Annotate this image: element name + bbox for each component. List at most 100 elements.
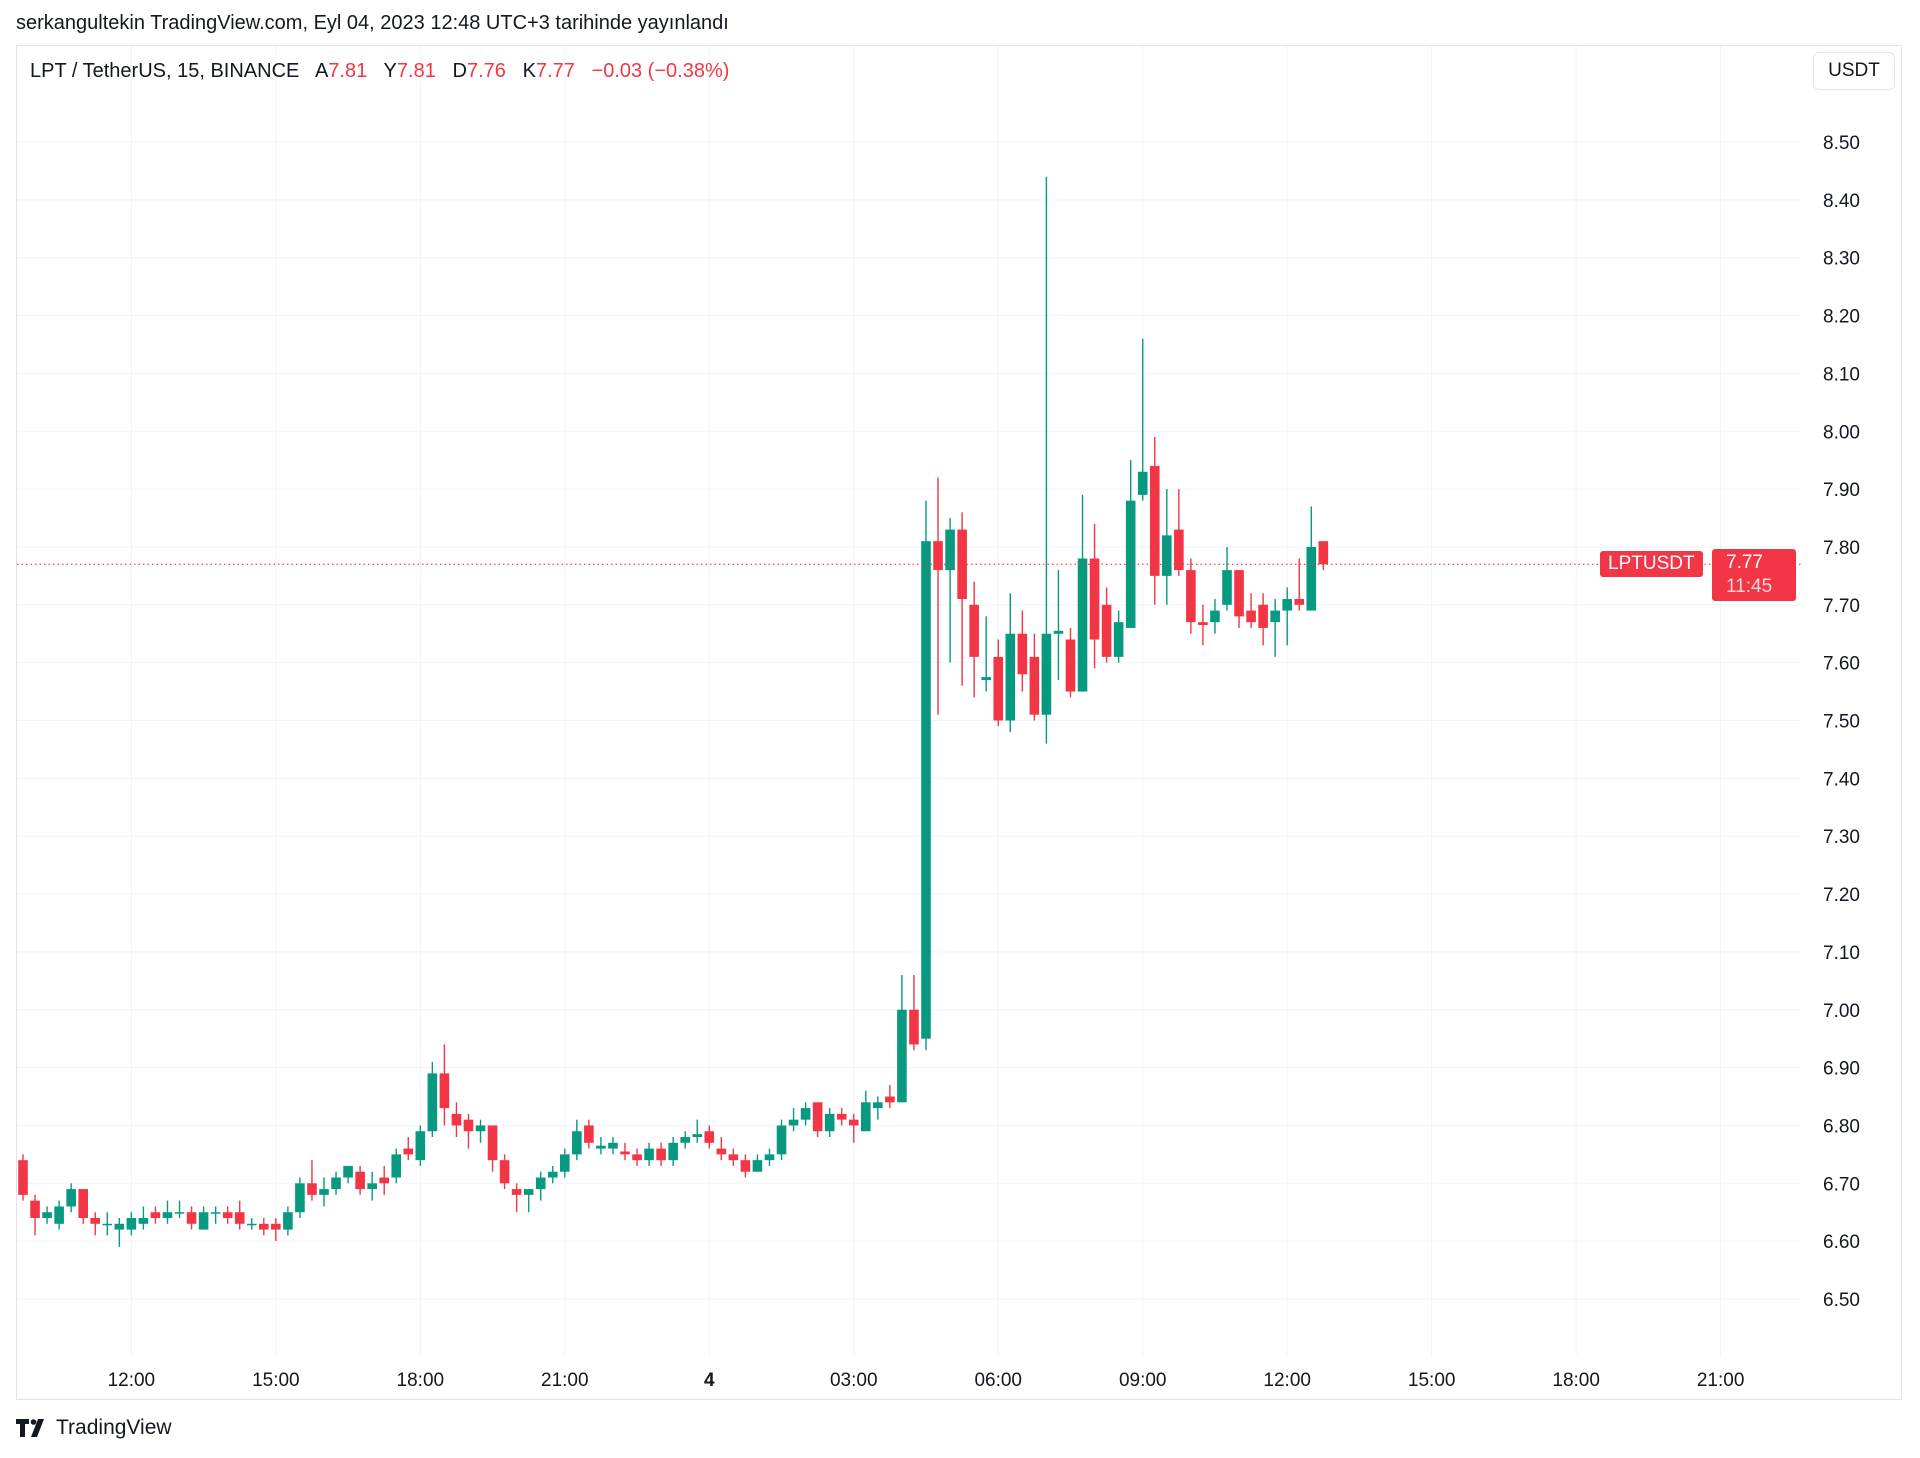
candle-body-up	[608, 1142, 618, 1149]
candle-body-down	[30, 1200, 40, 1219]
candle-body-down	[499, 1160, 510, 1184]
candle-body-up	[162, 1212, 173, 1219]
candle-body-up	[788, 1119, 799, 1126]
candle-body-up	[102, 1223, 113, 1226]
candle-body-down	[1186, 570, 1196, 623]
price-tick-label: 7.20	[1823, 885, 1860, 906]
candle-body-down	[1089, 558, 1100, 640]
candle-body-up	[1137, 471, 1148, 495]
time-tick-label: 21:00	[541, 1370, 589, 1391]
candle-body-up	[246, 1223, 257, 1226]
chart-pane[interactable]: 8.50 8.40 8.30 8.20 8.10 8.00 7.90 7.80 7.70 7.60…	[16, 45, 1902, 1400]
candle-body-down	[271, 1223, 281, 1230]
candle-body-up	[1113, 622, 1124, 657]
time-tick-label: 06:00	[974, 1370, 1022, 1391]
candle-body-up	[295, 1183, 305, 1213]
candle-body-up	[54, 1206, 64, 1224]
candle-body-down	[933, 541, 943, 571]
candle-body-up	[873, 1102, 883, 1109]
candle-body-down	[463, 1119, 474, 1132]
candle-body-up	[126, 1218, 137, 1230]
open-label: A	[314, 60, 329, 82]
candle-body-up	[523, 1189, 534, 1195]
currency-button[interactable]: USDT	[1813, 52, 1895, 90]
candle-body-down	[18, 1160, 28, 1195]
candle-body-up	[824, 1113, 835, 1132]
time-tick-label: 15:00	[252, 1370, 300, 1391]
candle-body-up	[945, 529, 955, 571]
candle-body-down	[848, 1119, 859, 1126]
price-tick-label: 8.10	[1823, 364, 1860, 385]
close-label: K	[522, 60, 536, 82]
last-price-label: 7.77 11:45	[1712, 549, 1796, 601]
candle-body-down	[1258, 604, 1268, 628]
candle-body-up	[776, 1125, 787, 1155]
high-value: 7.81	[396, 60, 436, 82]
price-tick-label: 7.50	[1823, 712, 1860, 733]
candle-body-up	[668, 1142, 678, 1161]
candle-body-down	[620, 1151, 630, 1155]
candle-body-up	[1210, 610, 1220, 623]
candle-body-up	[475, 1125, 486, 1132]
symbol-price-label: LPTUSDT	[1600, 551, 1703, 577]
close-value: 7.77	[535, 60, 575, 82]
candle-body-up	[343, 1165, 353, 1178]
candle-body-down	[1198, 622, 1208, 626]
candle-body-down	[234, 1212, 245, 1224]
candle-body-up	[1282, 599, 1292, 611]
candle-body-down	[78, 1189, 88, 1219]
time-tick-label: 4	[704, 1370, 715, 1391]
high-label: Y	[383, 60, 397, 82]
candle-body-down	[150, 1212, 161, 1219]
candle-body-down	[584, 1125, 594, 1143]
candle-body-down	[222, 1212, 233, 1219]
candle-body-up	[66, 1189, 76, 1207]
low-label: D	[452, 60, 467, 82]
candle-body-up	[680, 1137, 690, 1143]
candle-body-up	[596, 1145, 606, 1149]
candle-body-down	[1029, 656, 1040, 715]
candle-body-down	[1174, 529, 1184, 571]
candle-body-down	[704, 1131, 715, 1143]
time-tick-label: 18:00	[1552, 1370, 1600, 1391]
time-tick-label: 15:00	[1408, 1370, 1456, 1391]
price-tick-label: 6.90	[1823, 1059, 1860, 1080]
candle-body-up	[1162, 535, 1172, 576]
candle-body-down	[836, 1113, 847, 1120]
price-tick-label: 7.10	[1823, 943, 1860, 964]
candle-body-down	[1294, 599, 1305, 605]
candle-body-up	[138, 1218, 149, 1224]
tradingview-logo[interactable]: TradingView	[16, 1416, 172, 1440]
price-tick-label: 8.00	[1823, 422, 1860, 443]
candle-body-down	[379, 1177, 389, 1184]
candle-body-down	[439, 1073, 450, 1109]
symbol-legend: LPT / TetherUS, 15, BINANCE A7.81 Y7.81 …	[30, 60, 729, 83]
bar-countdown: 11:45	[1726, 576, 1773, 597]
candle-body-down	[716, 1148, 727, 1155]
candle-body-up	[114, 1223, 125, 1230]
price-tick-label: 6.60	[1823, 1232, 1860, 1253]
price-tick-label: 7.00	[1823, 1001, 1860, 1022]
candle-body-down	[909, 1009, 919, 1045]
candle-body-up	[897, 1009, 907, 1103]
candle-body-down	[728, 1154, 739, 1161]
price-tick-label: 8.20	[1823, 307, 1860, 328]
candle-body-down	[1017, 633, 1028, 675]
price-tick-label: 6.50	[1823, 1290, 1860, 1311]
candle-body-up	[331, 1177, 341, 1190]
candle-body-down	[403, 1148, 414, 1155]
candle-body-down	[969, 604, 979, 657]
candle-body-up	[1125, 500, 1136, 628]
time-tick-label: 09:00	[1119, 1370, 1167, 1391]
candle-body-down	[511, 1189, 522, 1195]
price-tick-label: 8.50	[1823, 133, 1860, 154]
candle-body-up	[1270, 610, 1280, 623]
symbol-name: LPT / TetherUS, 15, BINANCE	[30, 60, 300, 82]
candle-body-up	[1222, 570, 1232, 605]
price-tick-label: 6.70	[1823, 1174, 1860, 1195]
last-price-value: 7.77	[1726, 552, 1763, 573]
candle-body-down	[885, 1096, 895, 1103]
candle-body-down	[186, 1212, 197, 1224]
candlestick-chart[interactable]: 8.50 8.40 8.30 8.20 8.10 8.00 7.90 7.80 7.70 7.60…	[17, 46, 1903, 1401]
candle-body-up	[427, 1073, 438, 1132]
